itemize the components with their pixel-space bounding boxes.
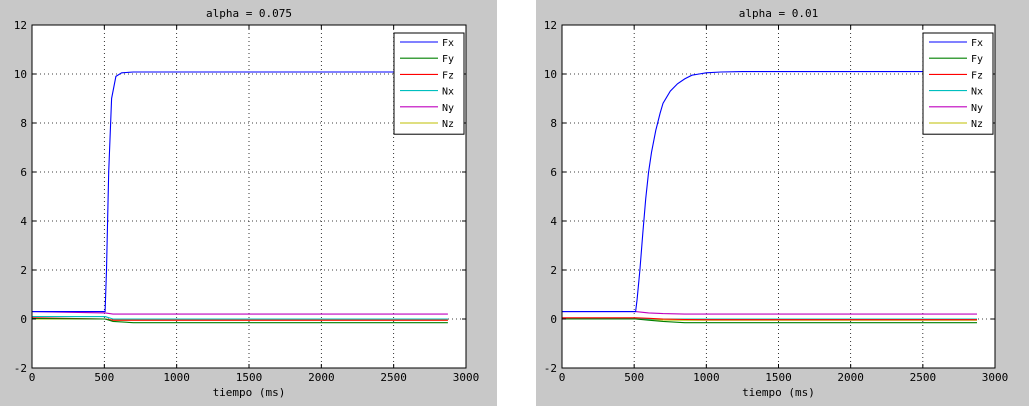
legend-label-ny: Ny [971,103,983,114]
legend-label-fx: Fx [442,38,454,49]
chart-title: alpha = 0.01 [739,7,818,20]
x-tick-label: 2000 [308,371,335,384]
series-line-fy [562,318,977,324]
y-tick-label: 4 [20,215,27,228]
x-tick-label: 1000 [163,371,190,384]
legend: Fx Fy Fz Nx Ny Nz [393,32,465,135]
legend-box [922,32,994,135]
y-tick-label: 10 [14,68,27,81]
x-tick-label: 500 [624,371,644,384]
y-tick-label: 6 [20,166,27,179]
series-line-ny [31,311,448,315]
y-tick-label: -2 [14,362,27,375]
y-tick-label: -2 [544,362,557,375]
legend-box [393,32,465,135]
axes-2: 0 500 1000 1500 2000 2500 3000-2024681012alpha… [544,7,1009,399]
y-tick-label: 4 [550,215,557,228]
x-tick-label: 2500 [380,371,407,384]
legend-label-nz: Nz [442,119,454,130]
series-line-fy [31,317,448,324]
x-tick-label: 1000 [693,371,720,384]
legend-label-fz: Fz [442,70,454,81]
series-line-fx [32,71,448,313]
x-tick-label: 3000 [982,371,1009,384]
series-line-nx [32,316,448,320]
legend: Fx Fy Fz Nx Ny Nz [922,32,994,135]
y-tick-label: 6 [550,166,557,179]
legend-label-nz: Nz [971,119,983,130]
x-tick-label: 500 [94,371,114,384]
y-tick-label: 8 [550,117,557,130]
legend-label-fy: Fy [442,54,454,65]
legend-label-fx: Fx [971,38,983,49]
legend-label-fz: Fz [971,70,983,81]
y-tick-label: 0 [550,313,557,326]
y-tick-label: 2 [20,264,27,277]
x-axis-label: tiempo (ms) [742,386,815,399]
x-tick-label: 2500 [910,371,937,384]
y-tick-label: 12 [14,19,27,32]
series-line-fz [562,317,977,321]
y-tick-label: 2 [550,264,557,277]
x-tick-label: 0 [29,371,36,384]
chart-title: alpha = 0.075 [206,7,292,20]
y-tick-label: 10 [544,68,557,81]
legend-label-ny: Ny [442,103,454,114]
axes-1: 0 500 1000 1500 2000 2500 3000-2024681012alpha… [14,7,480,399]
y-tick-label: 8 [20,117,27,130]
x-tick-label: 0 [559,371,566,384]
legend-label-nx: Nx [971,87,983,98]
x-tick-label: 3000 [453,371,480,384]
x-tick-label: 1500 [765,371,792,384]
series-line-fx [562,71,977,313]
x-tick-label: 2000 [837,371,864,384]
legend-label-fy: Fy [971,54,983,65]
y-tick-label: 0 [20,313,27,326]
x-tick-label: 1500 [236,371,263,384]
legend-label-nx: Nx [442,87,454,98]
x-axis-label: tiempo (ms) [213,386,286,399]
y-tick-label: 12 [544,19,557,32]
